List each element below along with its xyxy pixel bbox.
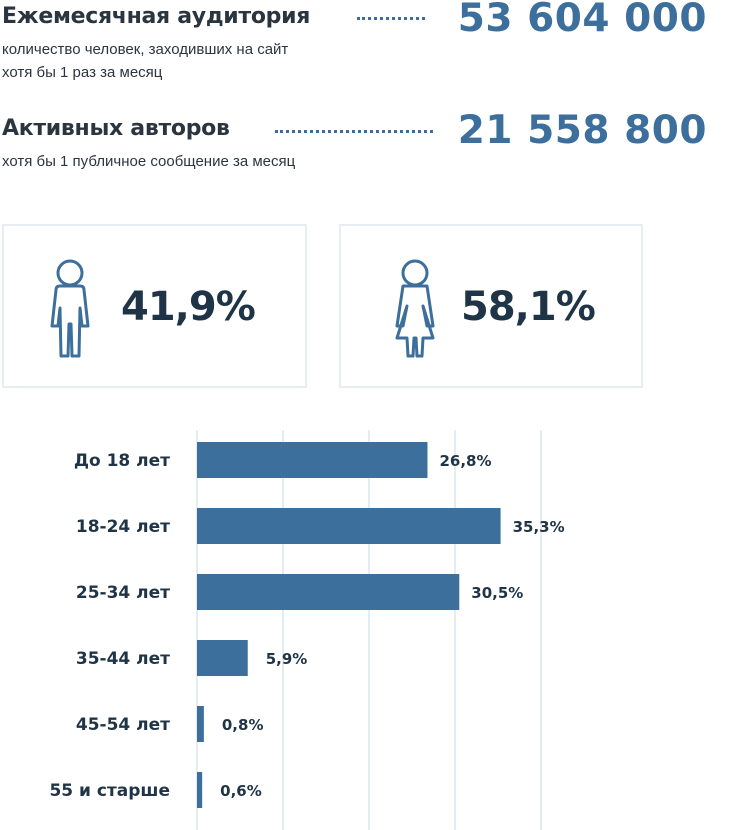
bar xyxy=(197,640,248,676)
female-card: 58,1% xyxy=(339,224,643,388)
value-label: 35,3% xyxy=(513,518,565,536)
bar xyxy=(197,574,460,610)
bar xyxy=(197,706,204,742)
stat-monthly-subtitle-2: хотя бы 1 раз за месяц xyxy=(2,64,163,81)
value-label: 0,8% xyxy=(222,716,264,734)
category-label: 25-34 лет xyxy=(76,583,170,603)
value-label: 30,5% xyxy=(471,584,523,602)
chart-value-labels: 26,8% 35,3% 30,5% 5,9% 0,8% 0,6% xyxy=(220,452,564,800)
category-label: До 18 лет xyxy=(74,451,170,471)
age-bar-chart: До 18 лет 18-24 лет 25-34 лет 35-44 лет 45-5… xyxy=(49,430,565,830)
value-label: 0,6% xyxy=(220,782,262,800)
stat-monthly-title: Ежемесячная аудитория xyxy=(2,4,311,29)
category-label: 45-54 лет xyxy=(76,715,170,735)
category-label: 18-24 лет xyxy=(76,517,170,537)
chart-grid xyxy=(196,430,542,830)
stat-authors-value: 21 558 800 xyxy=(457,108,707,153)
stat-authors-title: Активных авторов xyxy=(2,116,230,141)
stat-monthly-value: 53 604 000 xyxy=(457,0,707,41)
category-label: 55 и старше xyxy=(49,781,170,801)
value-label: 26,8% xyxy=(439,452,491,470)
value-label: 5,9% xyxy=(266,650,308,668)
male-percentage: 41,9% xyxy=(121,284,256,330)
bar xyxy=(197,772,203,808)
female-person-icon xyxy=(395,259,435,358)
female-percentage: 58,1% xyxy=(461,284,596,330)
chart-bars xyxy=(197,442,501,808)
category-label: 35-44 лет xyxy=(76,649,170,669)
male-card: 41,9% xyxy=(2,224,307,388)
stat-monthly-dots xyxy=(357,17,425,20)
bar xyxy=(197,508,501,544)
stat-authors-dots xyxy=(275,130,433,133)
stat-authors-subtitle: хотя бы 1 публичное сообщение за месяц xyxy=(2,153,296,170)
chart-category-labels: До 18 лет 18-24 лет 25-34 лет 35-44 лет 45-5… xyxy=(49,451,170,801)
male-person-icon xyxy=(50,259,90,358)
stat-monthly-subtitle-1: количество человек, заходивших на сайт xyxy=(2,41,289,58)
bar xyxy=(197,442,428,478)
